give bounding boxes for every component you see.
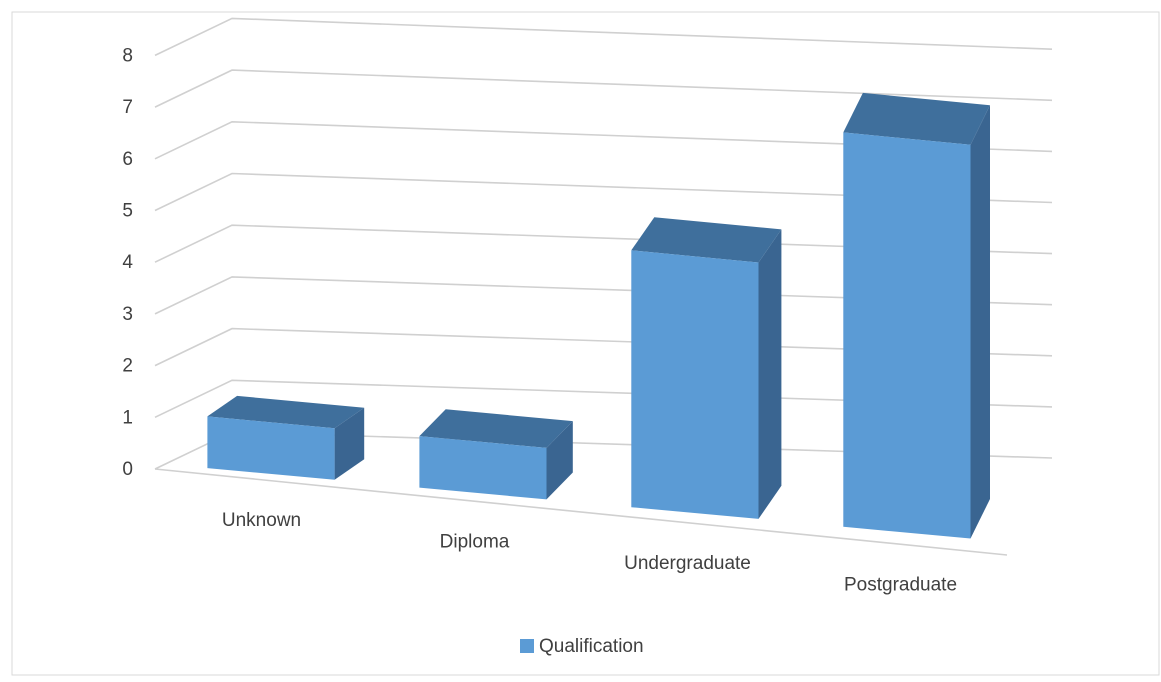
gridline — [154, 120, 1053, 160]
bar-side — [970, 105, 990, 539]
y-tick-label: 1 — [122, 407, 133, 428]
floor-edge — [154, 468, 1008, 556]
y-tick-label: 8 — [122, 45, 133, 66]
y-tick-label: 0 — [122, 459, 133, 480]
bars — [207, 92, 990, 539]
y-tick-label: 5 — [122, 201, 133, 222]
bar — [419, 436, 547, 500]
bar-side — [758, 229, 782, 519]
bar-side — [546, 421, 573, 500]
legend: Qualification — [520, 636, 644, 657]
y-tick-label: 2 — [122, 356, 133, 377]
bar-top — [843, 92, 990, 145]
bar — [207, 416, 335, 480]
x-tick-label: Postgraduate — [844, 574, 957, 595]
legend-swatch — [520, 639, 534, 653]
x-axis-labels: Unknown Diploma Undergraduate Postgraduate — [222, 510, 957, 596]
bar — [843, 132, 971, 539]
x-tick-label: Unknown — [222, 510, 301, 531]
bar-top — [631, 217, 782, 263]
y-tick-label: 3 — [122, 304, 133, 325]
y-tick-label: 6 — [122, 149, 133, 170]
bar-top — [207, 395, 365, 429]
x-tick-label: Diploma — [440, 531, 510, 552]
gridline — [154, 17, 1053, 57]
legend-label: Qualification — [539, 636, 644, 657]
bar-side — [334, 407, 365, 480]
bar — [631, 250, 759, 519]
y-tick-label: 4 — [122, 252, 133, 273]
bar-top — [419, 409, 573, 448]
y-tick-label: 7 — [122, 97, 133, 118]
y-axis-ticks: 0 1 2 3 4 5 6 7 8 — [122, 45, 133, 480]
gridline — [154, 69, 1053, 108]
gridline — [154, 172, 1053, 212]
x-tick-label: Undergraduate — [624, 553, 751, 574]
